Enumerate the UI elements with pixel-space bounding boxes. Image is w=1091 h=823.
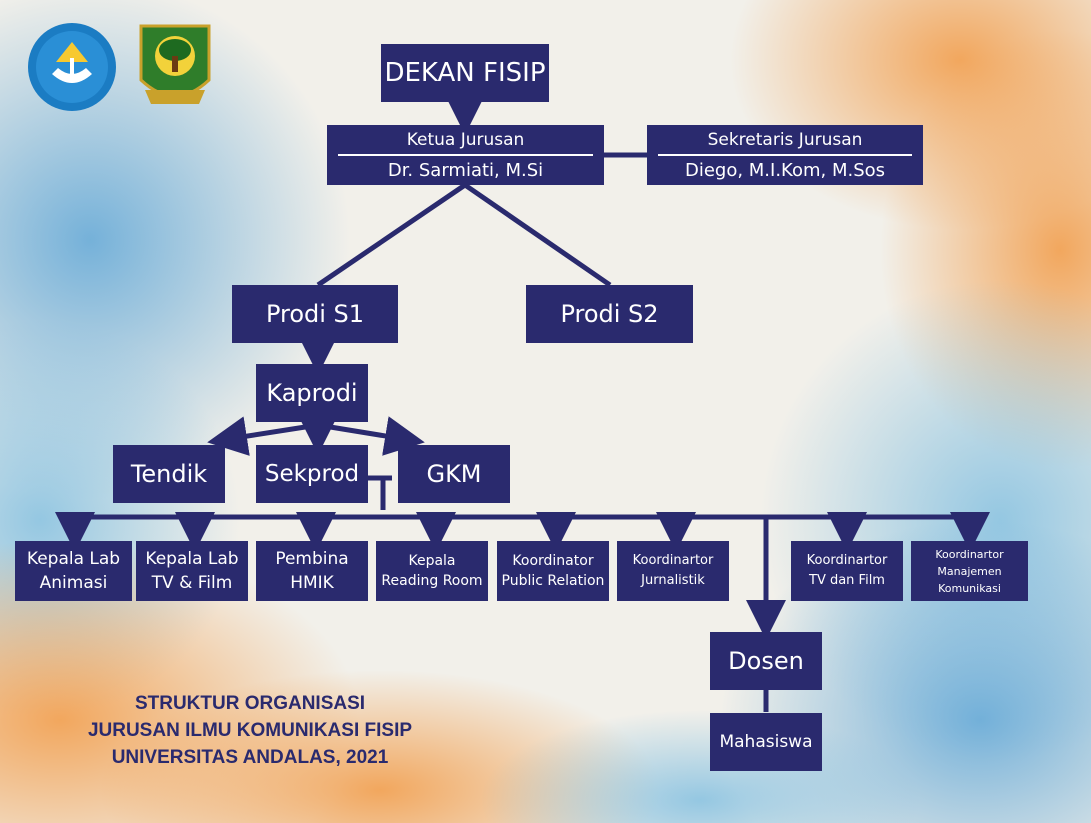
unit-line: Reading Room (381, 573, 483, 589)
unit-line: Manajemen (937, 564, 1002, 578)
unit-line: Kepala Lab (26, 549, 121, 569)
tendik-label: Tendik (130, 460, 208, 488)
unit-line: Animasi (39, 573, 108, 593)
dean-box: DEKAN FISIP (381, 44, 549, 102)
universitas-andalas-logo (139, 24, 211, 104)
unit-line: TV dan Film (809, 573, 885, 588)
unit-line: Koordinator (512, 553, 594, 569)
unit-line: Koordinartor (935, 547, 1004, 561)
department-secretary-box: Sekretaris Jurusan Diego, M.I.Kom, M.Sos (647, 125, 923, 185)
dosen-label: Dosen (728, 647, 804, 675)
unit-box: Kepala Lab Animasi (15, 541, 132, 601)
caption: STRUKTUR ORGANISASI JURUSAN ILMU KOMUNIK… (40, 690, 460, 771)
tut-wuri-handayani-logo (28, 23, 116, 111)
unit-box: Pembina HMIK (256, 541, 368, 601)
head-of-department-box: Ketua Jurusan Dr. Sarmiati, M.Si (327, 125, 604, 185)
prodi-s2-label: Prodi S2 (560, 300, 659, 328)
unit-line: Public Relation (501, 573, 605, 589)
sekprod-label: Sekprod (264, 461, 360, 487)
head-divider (338, 153, 593, 156)
head-name: Dr. Sarmiati, M.Si (387, 159, 544, 181)
unit-box: Koordinartor TV dan Film (791, 541, 903, 601)
unit-box: Kepala Lab TV & Film (136, 541, 248, 601)
unit-line: Pembina (275, 549, 349, 569)
unit-line: Koordinartor (632, 553, 714, 568)
caption-line-2: JURUSAN ILMU KOMUNIKASI FISIP (87, 720, 413, 741)
unit-box: Koordinartor Jurnalistik (617, 541, 729, 601)
dean-label: DEKAN FISIP (384, 58, 546, 88)
secretary-divider (658, 153, 912, 156)
unit-box: Koordinator Public Relation (497, 541, 609, 601)
unit-line: Kepala Lab (145, 549, 239, 569)
unit-line: TV & Film (151, 573, 233, 593)
prodi-s1-label: Prodi S1 (265, 300, 365, 328)
gkm-label: GKM (426, 460, 482, 488)
unit-line: Komunikasi (938, 581, 1001, 595)
kaprodi-box: Kaprodi (256, 364, 368, 422)
sekprod-box: Sekprod (256, 445, 368, 503)
unit-line: Jurnalistik (641, 573, 705, 588)
secretary-role: Sekretaris Jurusan (707, 129, 863, 150)
unit-box: Kepala Reading Room (376, 541, 488, 601)
kaprodi-label: Kaprodi (266, 379, 358, 407)
head-role: Ketua Jurusan (406, 129, 525, 150)
prodi-s1-box: Prodi S1 (232, 285, 398, 343)
unit-line: Kepala (408, 553, 456, 569)
dosen-box: Dosen (710, 632, 822, 690)
caption-line-3: UNIVERSITAS ANDALAS, 2021 (111, 747, 389, 768)
unit-line: HMIK (290, 573, 334, 593)
tendik-box: Tendik (113, 445, 225, 503)
unit-line: Koordinartor (806, 553, 888, 568)
gkm-box: GKM (398, 445, 510, 503)
prodi-s2-box: Prodi S2 (526, 285, 693, 343)
mahasiswa-label: Mahasiswa (719, 732, 813, 752)
caption-line-1: STRUKTUR ORGANISASI (134, 693, 366, 714)
secretary-name: Diego, M.I.Kom, M.Sos (684, 159, 886, 181)
unit-box: Koordinartor Manajemen Komunikasi (911, 541, 1028, 601)
mahasiswa-box: Mahasiswa (710, 713, 822, 771)
